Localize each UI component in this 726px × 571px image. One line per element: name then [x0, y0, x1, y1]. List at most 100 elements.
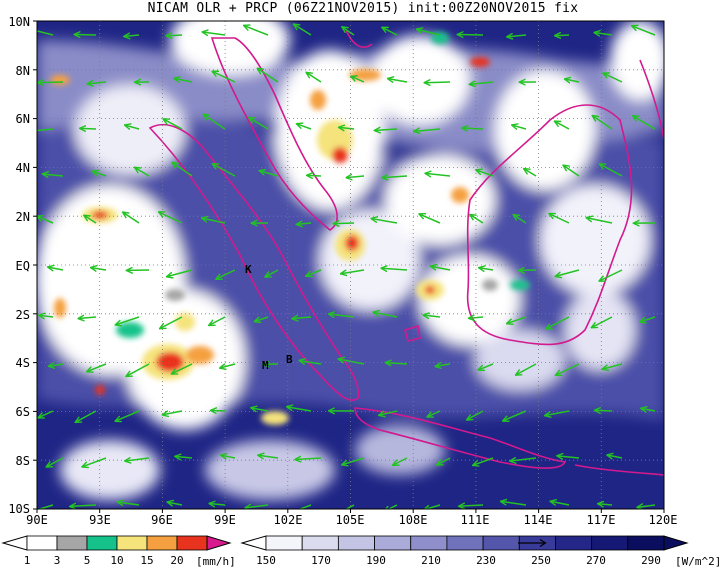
olr-colorbar-high-end — [663, 535, 689, 551]
wind-vector — [555, 121, 570, 130]
olr-tick-label: 230 — [476, 554, 496, 567]
wind-vector — [379, 410, 398, 415]
wind-vector — [38, 82, 64, 83]
wind-vector — [595, 410, 613, 411]
wind-vector — [384, 504, 398, 509]
wind-vector — [458, 34, 484, 35]
wind-vector — [381, 268, 408, 270]
wind-vector-field — [32, 24, 656, 509]
lon-label: 105E — [335, 513, 365, 527]
precip-cell — [116, 322, 144, 338]
precip-cell — [332, 147, 348, 163]
precip-cell — [165, 289, 185, 301]
precip-cell — [92, 211, 108, 219]
wind-vector — [163, 411, 183, 415]
lon-label: 90E — [26, 513, 48, 527]
wind-vector — [209, 316, 226, 325]
precip-cell — [431, 32, 449, 44]
wind-vector — [295, 458, 322, 459]
wind-vector — [557, 456, 580, 458]
olr-unit-label: [W/m^2] — [675, 555, 722, 568]
wind-vector — [507, 35, 527, 37]
precip-tick-label: 5 — [83, 554, 91, 567]
wind-vector — [640, 316, 656, 322]
wind-vector — [87, 82, 107, 84]
lat-label: 6S — [15, 405, 30, 419]
precip-cell — [345, 235, 359, 251]
wind-vector — [249, 118, 269, 130]
wind-vector — [126, 363, 150, 376]
java-coastline — [354, 407, 567, 469]
olr-cloud-e3 — [495, 70, 595, 190]
wind-vector — [255, 317, 269, 321]
station-b: B — [286, 353, 293, 366]
wind-vector — [91, 268, 107, 270]
precip-cell — [186, 346, 214, 364]
wind-vector — [473, 457, 494, 465]
wind-vector — [437, 457, 451, 465]
precip-cell — [470, 57, 490, 67]
olr-tick-label: 250 — [531, 554, 551, 567]
precip-tick-label: 3 — [53, 554, 61, 567]
olr-color-swatch — [555, 535, 593, 551]
wind-vector — [425, 173, 451, 176]
olr-tick-label: 210 — [421, 554, 441, 567]
olr-color-swatch — [591, 535, 629, 551]
lat-label: 4N — [15, 161, 30, 175]
wind-vector — [244, 26, 269, 36]
wind-vector — [306, 269, 322, 276]
lon-label: 99E — [214, 513, 236, 527]
wind-vector — [87, 363, 107, 372]
olr-cloud-c3 — [370, 35, 470, 125]
wind-vector — [221, 455, 236, 458]
lon-label: 93E — [89, 513, 111, 527]
wind-vector — [329, 314, 355, 317]
wind-vector — [213, 164, 236, 177]
olr-cloud-s3 — [355, 425, 445, 475]
olr-color-swatch — [446, 535, 484, 551]
olr-cloud-s2 — [60, 440, 160, 500]
wind-vector — [459, 505, 484, 506]
olr-tick-label: 270 — [586, 554, 606, 567]
lon-label: 114E — [523, 513, 553, 527]
olr-tick-label: 290 — [641, 554, 661, 567]
precip-cell — [50, 75, 70, 85]
wind-vector — [373, 312, 398, 318]
wind-vector — [342, 27, 355, 36]
wind-vector — [92, 171, 107, 177]
precip-color-swatch — [86, 535, 118, 551]
wind-vector — [427, 410, 441, 417]
wind-vector — [204, 114, 226, 130]
wind-vector — [546, 316, 570, 329]
wind-vector — [556, 363, 580, 375]
wind-vector — [351, 76, 365, 83]
wind-vector — [116, 316, 140, 325]
wind-vector — [212, 71, 236, 83]
wind-vector — [594, 33, 613, 35]
precip-tick-label: 15 — [140, 554, 154, 567]
precip-cell — [451, 187, 469, 203]
wind-vector — [507, 316, 527, 323]
wind-vector — [175, 456, 193, 458]
precip-cell — [482, 279, 498, 291]
wind-vector — [166, 35, 183, 36]
wind-vector — [297, 124, 312, 130]
precip-cell — [54, 298, 66, 318]
wind-vector — [38, 410, 54, 418]
malay-peninsula-coastline — [210, 37, 338, 231]
wind-vector — [78, 317, 97, 319]
coastlines — [148, 29, 664, 476]
precip-cells — [50, 32, 530, 425]
wind-vector — [43, 174, 64, 176]
wind-vector — [37, 128, 54, 132]
wind-vector — [587, 218, 613, 224]
bangka-coastline — [404, 324, 421, 342]
wind-vector — [607, 455, 623, 458]
wind-vector — [32, 504, 54, 509]
lon-label: 111E — [460, 513, 490, 527]
wind-vector — [307, 175, 322, 176]
wind-vector — [299, 361, 322, 364]
wind-vector — [46, 457, 64, 467]
wind-vector — [478, 363, 494, 370]
